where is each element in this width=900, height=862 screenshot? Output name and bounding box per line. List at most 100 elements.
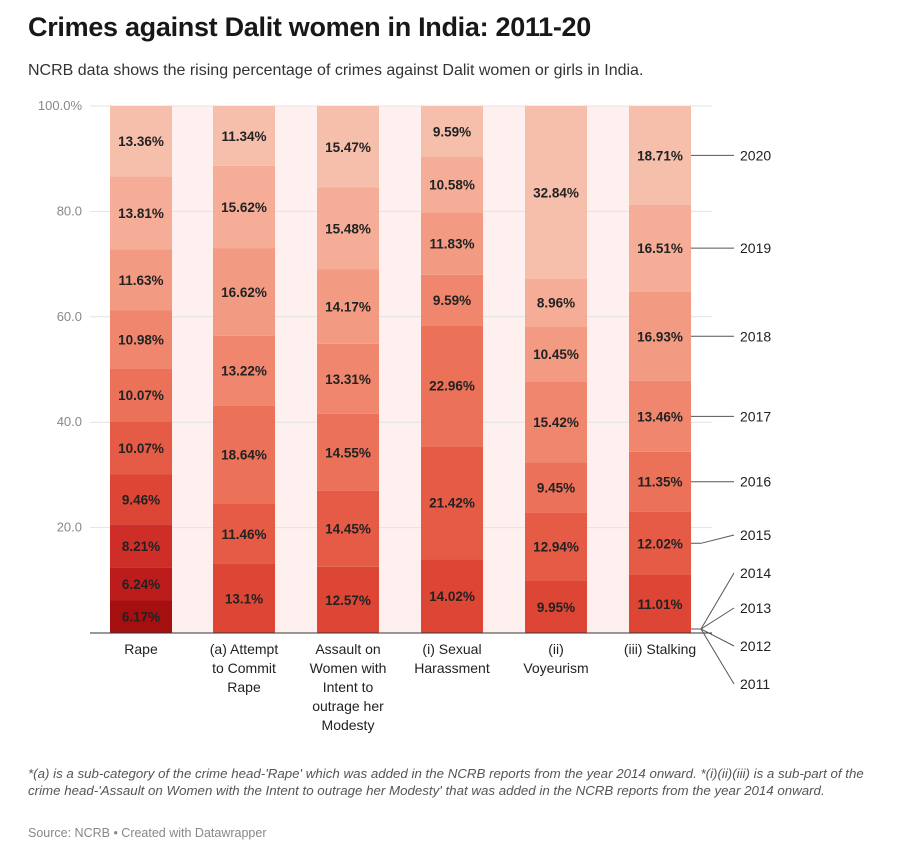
year-leader-line bbox=[691, 628, 735, 685]
bar-segment bbox=[317, 413, 379, 491]
bar-segment bbox=[317, 490, 379, 567]
category-label: (a) Attempt bbox=[210, 641, 279, 657]
year-label: 2013 bbox=[740, 600, 771, 616]
bar-gap-band bbox=[379, 106, 421, 633]
category-label: Harassment bbox=[414, 660, 490, 676]
year-label: 2018 bbox=[740, 328, 771, 344]
year-leader-line bbox=[691, 628, 735, 647]
y-tick-label: 60.0 bbox=[57, 309, 82, 324]
segment-value-label: 8.96% bbox=[537, 296, 575, 311]
bar-segment bbox=[525, 462, 587, 513]
year-label: 2016 bbox=[740, 474, 771, 490]
segment-value-label: 11.34% bbox=[221, 129, 266, 144]
segment-value-label: 13.31% bbox=[325, 372, 371, 387]
bar-segment bbox=[213, 563, 275, 633]
bar-segment bbox=[525, 279, 587, 327]
segment-value-label: 11.35% bbox=[637, 475, 682, 490]
segment-value-label: 6.24% bbox=[122, 577, 160, 592]
segment-value-label: 8.21% bbox=[122, 539, 160, 554]
year-label: 2020 bbox=[740, 147, 771, 163]
bar-gap-band bbox=[483, 106, 525, 633]
bar-segment bbox=[629, 380, 691, 452]
segment-value-label: 9.95% bbox=[537, 600, 575, 615]
bar-segment bbox=[213, 165, 275, 249]
segment-value-label: 9.59% bbox=[433, 293, 471, 308]
segment-value-label: 12.02% bbox=[637, 536, 683, 551]
bar-gap-band bbox=[172, 106, 213, 633]
segment-value-label: 13.81% bbox=[118, 206, 164, 221]
segment-value-label: 9.46% bbox=[122, 492, 160, 507]
segment-value-label: 16.62% bbox=[221, 285, 267, 300]
bar-segment bbox=[110, 421, 172, 475]
segment-value-label: 14.02% bbox=[429, 589, 475, 604]
y-tick-label: 40.0 bbox=[57, 414, 82, 429]
bar-segment bbox=[110, 249, 172, 311]
bar-segment bbox=[629, 451, 691, 512]
category-label: Assault on bbox=[315, 641, 380, 657]
bar-segment bbox=[629, 204, 691, 292]
segment-value-label: 11.46% bbox=[221, 527, 266, 542]
y-tick-label: 100.0% bbox=[38, 98, 83, 113]
bar-segment bbox=[317, 106, 379, 188]
segment-value-label: 16.51% bbox=[637, 241, 683, 256]
bar-segment bbox=[110, 567, 172, 601]
segment-value-label: 6.17% bbox=[122, 610, 160, 625]
segment-value-label: 11.63% bbox=[118, 273, 163, 288]
segment-value-label: 15.48% bbox=[325, 221, 371, 236]
year-leader-line bbox=[691, 572, 735, 630]
bar-segment bbox=[317, 566, 379, 633]
category-label: Women with bbox=[310, 660, 387, 676]
segment-value-label: 13.22% bbox=[221, 364, 267, 379]
segment-value-label: 11.01% bbox=[637, 597, 682, 612]
bar-segment bbox=[421, 212, 483, 275]
bar-segment bbox=[525, 326, 587, 382]
segment-value-label: 15.62% bbox=[221, 200, 267, 215]
year-label: 2017 bbox=[740, 408, 771, 424]
bar-gap-band bbox=[587, 106, 629, 633]
bar-segment bbox=[110, 176, 172, 250]
bar-segment bbox=[525, 381, 587, 463]
bar-segment bbox=[110, 524, 172, 568]
bar-segment bbox=[213, 335, 275, 406]
segment-value-label: 18.64% bbox=[221, 447, 267, 462]
category-label: (i) Sexual bbox=[422, 641, 481, 657]
y-tick-label: 80.0 bbox=[57, 203, 82, 218]
bar-segment bbox=[421, 274, 483, 326]
bar-segment bbox=[317, 269, 379, 344]
category-label: (iii) Stalking bbox=[624, 641, 696, 657]
bar-segment bbox=[525, 105, 587, 280]
segment-value-label: 10.07% bbox=[118, 388, 164, 403]
bar-segment bbox=[421, 106, 483, 157]
y-tick-label: 20.0 bbox=[57, 520, 82, 535]
bar-segment bbox=[421, 559, 483, 633]
segment-value-label: 21.42% bbox=[429, 496, 475, 511]
bar-segment bbox=[213, 248, 275, 336]
segment-value-label: 15.42% bbox=[533, 415, 579, 430]
segment-value-label: 32.84% bbox=[533, 185, 579, 200]
chart-title: Crimes against Dalit women in India: 201… bbox=[28, 12, 591, 42]
category-label: Modesty bbox=[322, 717, 375, 733]
segment-value-label: 10.07% bbox=[118, 441, 164, 456]
category-label: Voyeurism bbox=[523, 660, 588, 676]
segment-value-label: 22.96% bbox=[429, 379, 475, 394]
bar-segment bbox=[110, 310, 172, 369]
category-label: outrage her bbox=[312, 698, 384, 714]
segment-value-label: 13.36% bbox=[118, 134, 164, 149]
bar-gap-band bbox=[275, 106, 317, 633]
segment-value-label: 16.93% bbox=[637, 329, 683, 344]
segment-value-label: 18.71% bbox=[637, 148, 683, 163]
bar-segment bbox=[421, 325, 483, 447]
category-label: Intent to bbox=[323, 679, 374, 695]
source-credit: Source: NCRB • Created with Datawrapper bbox=[28, 826, 267, 840]
bar-segment bbox=[110, 368, 172, 422]
segment-value-label: 9.59% bbox=[433, 124, 471, 139]
chart-subtitle: NCRB data shows the rising percentage of… bbox=[28, 62, 644, 79]
year-label: 2012 bbox=[740, 638, 771, 654]
segment-value-label: 12.94% bbox=[533, 539, 579, 554]
stacked-bar-chart: 20.0 40.0 60.0 80.0 100.0% 6.17% 6.24% 8.21% 9.4… bbox=[38, 98, 771, 733]
bar-segment bbox=[421, 446, 483, 560]
year-leader-line bbox=[691, 534, 735, 544]
segment-value-label: 13.46% bbox=[637, 409, 683, 424]
category-label: to Commit bbox=[212, 660, 276, 676]
segment-value-label: 10.98% bbox=[118, 332, 164, 347]
